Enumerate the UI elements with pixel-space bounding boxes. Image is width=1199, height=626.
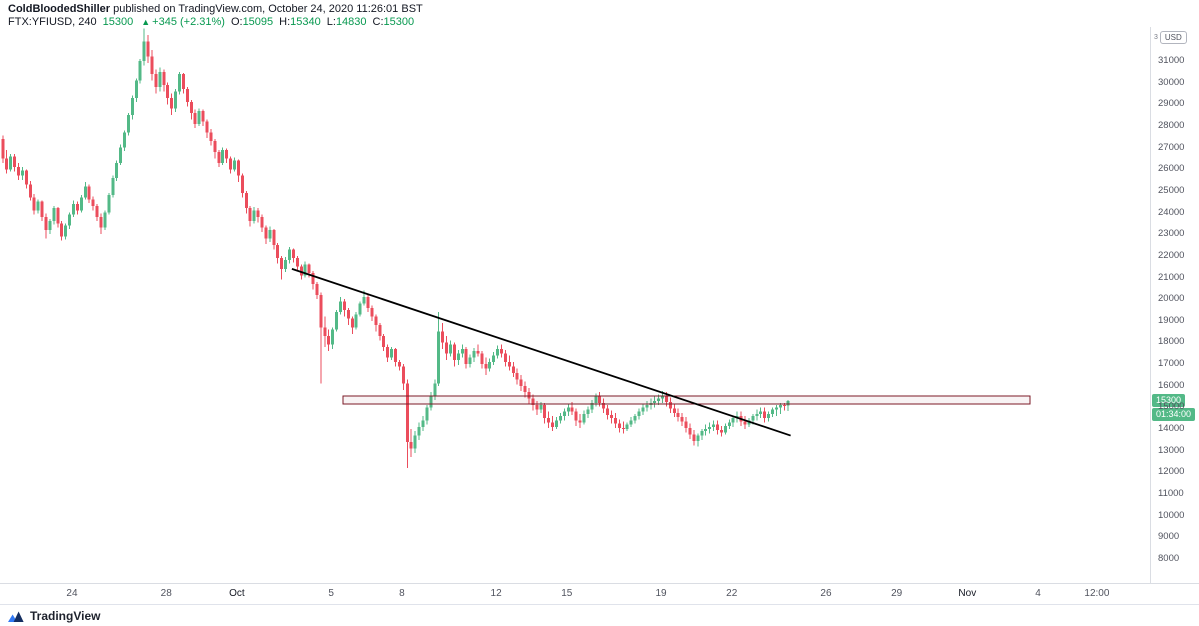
price-tick: 21000 <box>1158 271 1185 283</box>
up-arrow-icon: ▲ <box>141 17 151 27</box>
last-price-value: 15300 <box>102 16 134 28</box>
time-tick[interactable]: 12:00 <box>1084 588 1110 599</box>
currency-unit-button[interactable]: USD <box>1159 31 1187 44</box>
time-tick[interactable]: 12 <box>490 588 502 599</box>
price-tick: 8000 <box>1158 552 1180 564</box>
close-value: 15300 <box>383 16 415 28</box>
price-tick: 19000 <box>1158 314 1185 326</box>
price-badges: 15300 01:34:00 <box>1152 393 1196 422</box>
published-text: published on TradingView.com, October 24… <box>110 3 423 15</box>
price-tick: 28000 <box>1158 119 1185 131</box>
change-value: +345 (+2.31%) <box>152 16 225 28</box>
time-tick[interactable]: 4 <box>1035 588 1041 599</box>
candles-layer <box>1 28 790 469</box>
price-tick: 23000 <box>1158 228 1185 240</box>
time-tick[interactable]: 26 <box>820 588 832 599</box>
time-tick[interactable]: 15 <box>561 588 573 599</box>
open-label: O: <box>230 16 243 28</box>
price-tick: 15000 <box>1158 401 1185 413</box>
open-value: 15095 <box>242 16 274 28</box>
price-tick: 26000 <box>1158 163 1185 175</box>
price-scale-unit[interactable]: 3 USD <box>1154 31 1187 44</box>
time-tick[interactable]: 28 <box>160 588 172 599</box>
footer-bar: TradingView <box>0 604 1199 626</box>
price-tick: 29000 <box>1158 98 1185 110</box>
tradingview-logo-icon[interactable] <box>8 610 25 622</box>
time-tick[interactable]: 8 <box>399 588 405 599</box>
price-tick: 27000 <box>1158 141 1185 153</box>
time-tick[interactable]: 24 <box>66 588 78 599</box>
ohlc-low: L:14830 <box>327 16 367 29</box>
price-tick: 11000 <box>1158 488 1184 499</box>
price-tick: 9000 <box>1158 531 1180 543</box>
ohlc-close: C:15300 <box>373 16 415 29</box>
price-tick: 13000 <box>1158 444 1185 456</box>
price-tick: 22000 <box>1158 249 1185 261</box>
trendline[interactable] <box>291 267 791 437</box>
unit-superscript: 3 <box>1154 34 1158 41</box>
close-label: C: <box>372 16 384 28</box>
price-tick: 30000 <box>1158 76 1185 88</box>
high-value: 15340 <box>290 16 321 28</box>
time-tick[interactable]: 19 <box>655 588 667 599</box>
time-tick[interactable]: 5 <box>328 588 334 599</box>
symbol-interval[interactable]: FTX:YFIUSD, 240 <box>8 16 97 28</box>
low-label: L: <box>326 16 336 28</box>
low-value: 14830 <box>335 16 367 28</box>
price-axis[interactable]: 3 USD 15300 01:34:00 31000 30000 29000 2800… <box>1150 27 1199 583</box>
price-chart[interactable] <box>0 27 1150 583</box>
price-tick: 12000 <box>1158 466 1185 478</box>
price-tick: 20000 <box>1158 293 1185 305</box>
ohlc-open: O:15095 <box>231 16 273 29</box>
publish-line: ColdBloodedShiller published on TradingV… <box>8 3 423 16</box>
price-tick: 14000 <box>1158 423 1185 435</box>
time-tick[interactable]: 29 <box>891 588 903 599</box>
price-tick: 25000 <box>1158 184 1185 196</box>
price-tick: 24000 <box>1158 206 1185 218</box>
change-group: ▲ +345 (+2.31%) <box>139 16 225 29</box>
chart-header: ColdBloodedShiller published on TradingV… <box>8 3 423 29</box>
price-tick: 17000 <box>1158 358 1185 370</box>
time-tick[interactable]: Nov <box>958 588 977 599</box>
tradingview-logo-text[interactable]: TradingView <box>30 608 101 623</box>
price-tick: 16000 <box>1158 379 1185 391</box>
time-tick[interactable]: 22 <box>726 588 738 599</box>
author-name: ColdBloodedShiller <box>8 3 111 15</box>
ohlc-high: H:15340 <box>279 16 321 29</box>
time-axis[interactable]: 24 28 Oct 5 8 12 15 19 22 26 29 Nov 4 12:00 <box>0 583 1199 604</box>
last-price-label: 15300 <box>1152 393 1186 407</box>
high-label: H: <box>279 16 291 28</box>
price-tick: 31000 <box>1158 55 1185 66</box>
time-tick[interactable]: Oct <box>229 588 245 599</box>
countdown-label: 01:34:00 <box>1152 407 1196 421</box>
symbol-line: FTX:YFIUSD, 240 15300 ▲ +345 (+2.31%) O:1… <box>8 16 423 29</box>
price-tick: 10000 <box>1158 509 1185 521</box>
price-tick: 18000 <box>1158 336 1185 348</box>
